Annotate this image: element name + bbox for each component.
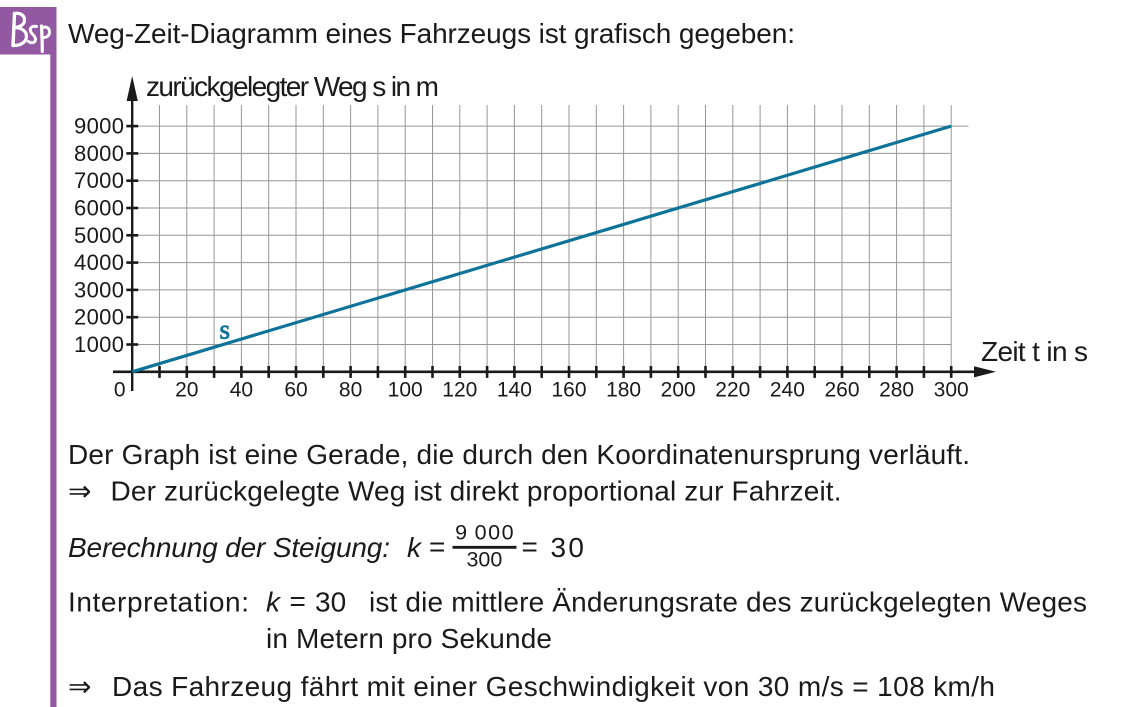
svg-text:280: 280 — [879, 379, 914, 402]
svg-text:180: 180 — [606, 379, 641, 402]
svg-text:Interpretation:: Interpretation: — [68, 586, 249, 617]
svg-text:2000: 2000 — [74, 305, 124, 330]
svg-text:k: k — [407, 532, 423, 563]
svg-text:=: = — [522, 531, 538, 562]
svg-text:240: 240 — [770, 379, 805, 402]
svg-text:30: 30 — [315, 586, 346, 617]
svg-text:7000: 7000 — [74, 168, 124, 193]
svg-text:=: = — [290, 586, 306, 617]
svg-text:9 000: 9 000 — [455, 521, 514, 545]
svg-text:6000: 6000 — [74, 196, 124, 221]
svg-text:⇒: ⇒ — [68, 671, 91, 702]
svg-text:20: 20 — [175, 379, 198, 402]
svg-text:3000: 3000 — [74, 277, 124, 302]
svg-text:Berechnung der Steigung:: Berechnung der Steigung: — [68, 532, 390, 563]
svg-text:in Metern pro Sekunde: in Metern pro Sekunde — [266, 623, 552, 654]
svg-text:5000: 5000 — [74, 223, 124, 248]
svg-text:9000: 9000 — [74, 114, 124, 139]
svg-text:4000: 4000 — [74, 250, 124, 275]
svg-text:120: 120 — [442, 379, 477, 402]
svg-text:s: s — [220, 315, 231, 345]
svg-text:300: 300 — [934, 379, 969, 402]
svg-text:80: 80 — [339, 379, 362, 402]
svg-text:ist die mittlere Änderungsrate: ist die mittlere Änderungsrate des zurüc… — [369, 586, 1087, 617]
svg-text:⇒: ⇒ — [68, 476, 91, 507]
svg-text:Weg-Zeit-Diagramm eines Fahrze: Weg-Zeit-Diagramm eines Fahrzeugs ist gr… — [68, 18, 795, 49]
svg-text:zurückgelegter Weg s in m: zurückgelegter Weg s in m — [146, 71, 439, 102]
svg-text:Der zurückgelegte Weg ist dire: Der zurückgelegte Weg ist direkt proport… — [111, 476, 842, 507]
svg-text:1000: 1000 — [74, 332, 124, 357]
svg-text:300: 300 — [466, 547, 502, 571]
svg-text:40: 40 — [230, 379, 253, 402]
svg-text:Der Graph ist eine Gerade, die: Der Graph ist eine Gerade, die durch den… — [68, 439, 970, 470]
svg-text:8000: 8000 — [74, 141, 124, 166]
svg-text:k: k — [266, 586, 282, 617]
svg-text:0: 0 — [114, 379, 126, 402]
svg-text:100: 100 — [388, 379, 423, 402]
svg-text:260: 260 — [824, 379, 859, 402]
svg-text:160: 160 — [551, 379, 586, 402]
svg-text:Zeit t in s: Zeit t in s — [981, 336, 1088, 367]
svg-text:=: = — [429, 531, 445, 562]
svg-text:60: 60 — [284, 379, 307, 402]
svg-text:200: 200 — [661, 379, 696, 402]
svg-text:220: 220 — [715, 379, 750, 402]
svg-text:Das Fahrzeug fährt mit einer G: Das Fahrzeug fährt mit einer Geschwindig… — [112, 671, 995, 702]
svg-text:140: 140 — [497, 379, 532, 402]
